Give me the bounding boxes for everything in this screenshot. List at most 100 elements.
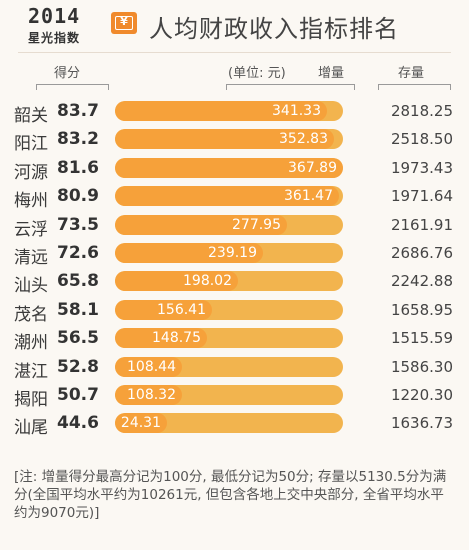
increment-bar-track bbox=[115, 413, 343, 434]
yen-banknote-icon: ¥ bbox=[111, 12, 137, 34]
increment-bar bbox=[115, 299, 212, 320]
stock-value: 2161.91 bbox=[390, 215, 453, 234]
table-row: 阳江 83.2 352.83 2518.50 bbox=[0, 127, 469, 155]
city-label: 梅州 bbox=[14, 191, 48, 212]
increment-bar bbox=[115, 101, 327, 121]
table-row: 韶关 83.7 341.33 2818.25 bbox=[0, 99, 469, 126]
increment-bar-track bbox=[115, 385, 343, 405]
increment-header-rule bbox=[226, 84, 354, 85]
stock-value: 1586.30 bbox=[390, 357, 453, 376]
increment-bar-track bbox=[115, 101, 343, 121]
increment-value: 277.95 bbox=[232, 216, 281, 233]
increment-bar bbox=[115, 243, 263, 263]
table-row: 茂名 58.1 156.41 1658.95 bbox=[0, 298, 469, 325]
increment-value: 24.31 bbox=[120, 415, 161, 432]
increment-bar bbox=[115, 214, 287, 235]
score-value: 73.5 bbox=[57, 214, 99, 235]
stock-value: 2818.25 bbox=[390, 102, 453, 120]
increment-bar bbox=[115, 186, 339, 207]
increment-bar-track bbox=[115, 299, 343, 320]
score-header-tick bbox=[108, 84, 109, 90]
increment-bar bbox=[115, 157, 343, 178]
stock-value: 1971.64 bbox=[390, 187, 453, 206]
increment-value: 367.89 bbox=[288, 159, 337, 176]
score-value: 44.6 bbox=[57, 413, 99, 434]
header-divider bbox=[18, 52, 451, 53]
city-label: 汕头 bbox=[14, 276, 48, 297]
stock-value: 1658.95 bbox=[390, 300, 453, 319]
increment-bar bbox=[115, 356, 182, 377]
increment-bar bbox=[115, 413, 167, 434]
table-row: 清远 72.6 239.19 2686.76 bbox=[0, 241, 469, 268]
increment-value: 361.47 bbox=[284, 188, 333, 205]
increment-bar-track bbox=[115, 328, 343, 349]
city-label: 阳江 bbox=[14, 134, 48, 155]
stock-header-tick bbox=[450, 84, 451, 90]
stock-value: 2518.50 bbox=[390, 130, 453, 149]
score-value: 83.7 bbox=[57, 101, 99, 121]
city-label: 湛江 bbox=[14, 361, 48, 382]
increment-value: 108.32 bbox=[127, 387, 176, 403]
increment-value: 239.19 bbox=[208, 245, 257, 261]
stock-column-header: 存量 bbox=[398, 66, 425, 81]
stock-value: 2686.76 bbox=[390, 244, 453, 262]
increment-bar bbox=[115, 385, 182, 405]
increment-bar bbox=[115, 328, 207, 349]
score-header-rule bbox=[36, 84, 108, 85]
increment-bar-track bbox=[115, 157, 343, 178]
increment-bar-track bbox=[115, 356, 343, 377]
score-value: 58.1 bbox=[57, 299, 99, 320]
city-label: 韶关 bbox=[14, 106, 48, 126]
score-value: 56.5 bbox=[57, 328, 99, 349]
score-value: 65.8 bbox=[57, 271, 99, 292]
increment-header-tick bbox=[226, 84, 227, 90]
city-label: 河源 bbox=[14, 162, 48, 183]
score-value: 52.8 bbox=[57, 356, 99, 377]
logo: 2014 星光指数 bbox=[28, 4, 110, 48]
increment-bar bbox=[115, 129, 334, 150]
logo-year: 2014 bbox=[28, 4, 81, 28]
increment-value: 198.02 bbox=[183, 273, 232, 290]
score-value: 50.7 bbox=[57, 385, 99, 405]
header: 2014 星光指数 ¥ 人均财政收入指标排名 bbox=[0, 0, 469, 56]
table-row: 湛江 52.8 108.44 1586.30 bbox=[0, 355, 469, 382]
increment-value: 341.33 bbox=[272, 103, 321, 119]
footnote: [注: 增量得分最高分记为100分, 最低分记为50分; 存量以5130.5分为… bbox=[14, 469, 447, 521]
increment-value: 148.75 bbox=[152, 330, 201, 347]
stock-value: 2242.88 bbox=[390, 272, 453, 291]
table-row: 河源 81.6 367.89 1973.43 bbox=[0, 156, 469, 183]
stock-value: 1636.73 bbox=[390, 414, 453, 433]
table-row: 梅州 80.9 361.47 1971.64 bbox=[0, 184, 469, 212]
table-row: 云浮 73.5 277.95 2161.91 bbox=[0, 213, 469, 240]
stock-header-tick bbox=[378, 84, 379, 90]
increment-bar bbox=[115, 271, 238, 292]
increment-bar-track bbox=[115, 214, 343, 235]
city-label: 揭阳 bbox=[14, 390, 48, 410]
score-column-header: 得分 bbox=[54, 66, 81, 81]
city-label: 潮州 bbox=[14, 333, 48, 354]
city-label: 汕尾 bbox=[14, 418, 48, 439]
city-label: 茂名 bbox=[14, 304, 48, 325]
stock-value: 1515.59 bbox=[390, 329, 453, 348]
table-row: 揭阳 50.7 108.32 1220.30 bbox=[0, 383, 469, 410]
increment-column-header: 增量 bbox=[318, 66, 345, 81]
stock-value: 1973.43 bbox=[390, 158, 453, 177]
score-value: 72.6 bbox=[57, 243, 99, 263]
increment-bar-track bbox=[115, 186, 343, 207]
table-row: 汕尾 44.6 24.31 1636.73 bbox=[0, 411, 469, 439]
stock-value: 1220.30 bbox=[390, 386, 453, 404]
increment-value: 352.83 bbox=[279, 131, 328, 148]
score-value: 83.2 bbox=[57, 129, 99, 150]
score-value: 80.9 bbox=[57, 186, 99, 207]
table-row: 潮州 56.5 148.75 1515.59 bbox=[0, 326, 469, 354]
logo-subtitle: 星光指数 bbox=[28, 31, 81, 45]
increment-bar-track bbox=[115, 129, 343, 150]
score-value: 81.6 bbox=[57, 157, 99, 178]
city-label: 云浮 bbox=[14, 219, 48, 240]
increment-bar-track bbox=[115, 271, 343, 292]
table-row: 汕头 65.8 198.02 2242.88 bbox=[0, 269, 469, 297]
page-title: 人均财政收入指标排名 bbox=[149, 15, 399, 43]
unit-label: (单位: 元) bbox=[228, 66, 286, 81]
city-label: 清远 bbox=[14, 248, 48, 268]
increment-bar-track bbox=[115, 243, 343, 263]
